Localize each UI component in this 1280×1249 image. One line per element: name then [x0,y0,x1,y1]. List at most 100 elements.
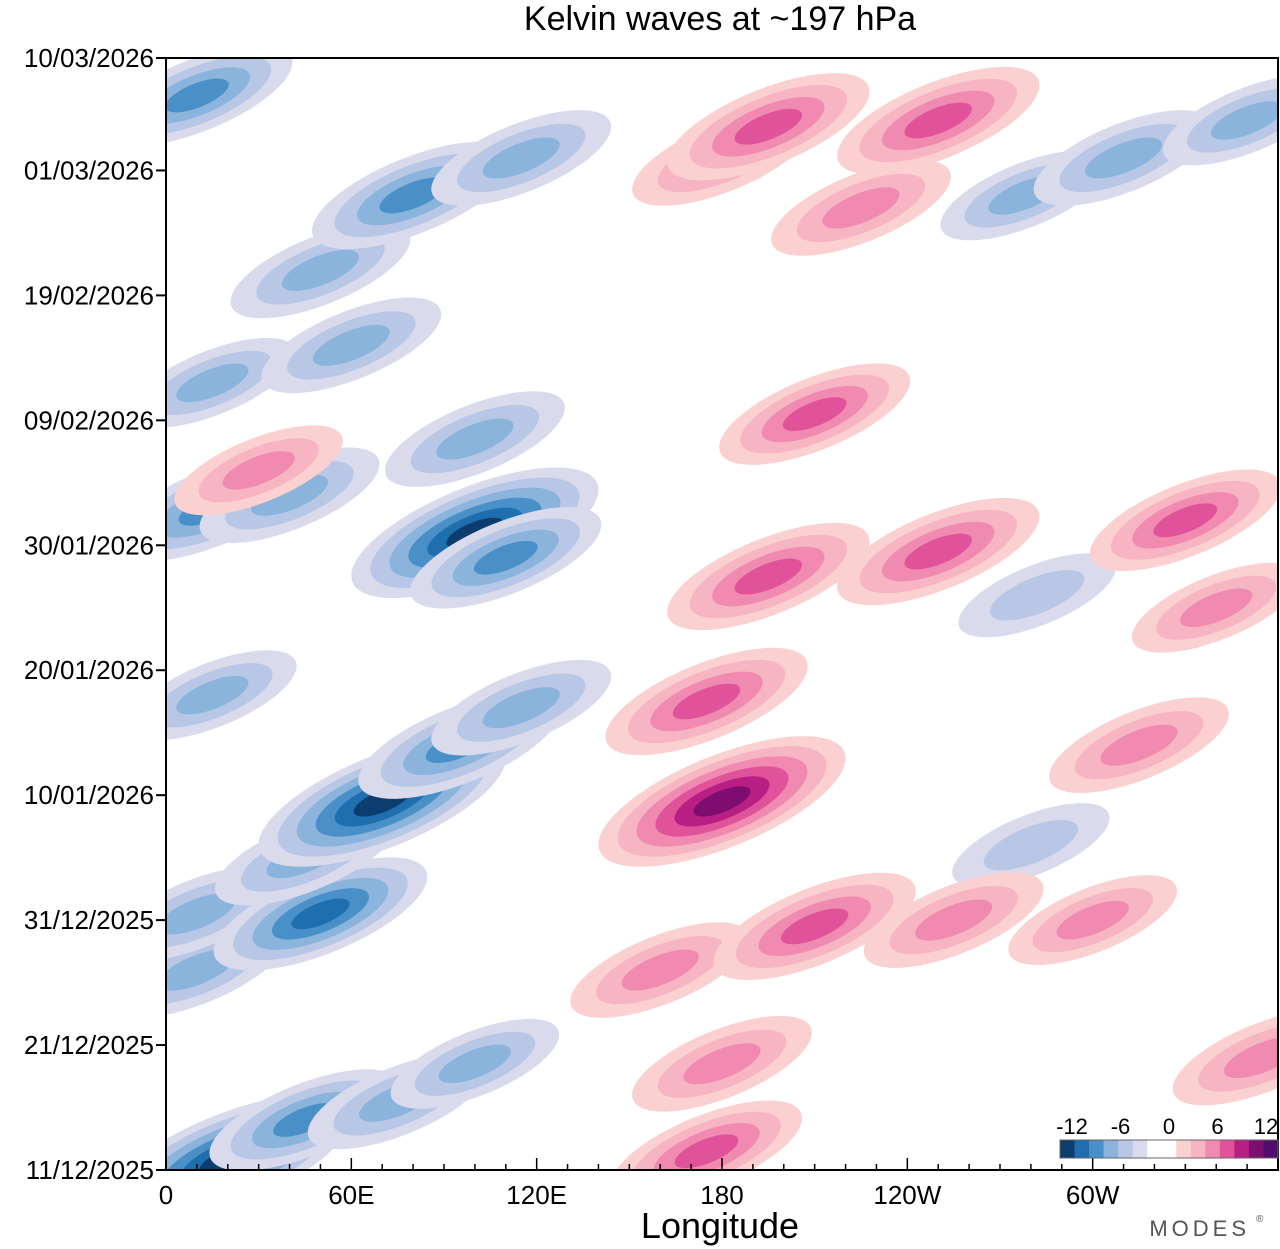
positive-contour-level [822,187,900,229]
colorbar-swatch [1248,1140,1264,1158]
negative-contour-level [1210,101,1278,140]
positive-contour-level [672,683,741,720]
positive-contour-level [1100,724,1178,766]
y-tick-label: 30/01/2026 [24,530,154,560]
y-tick-label: 20/01/2026 [24,655,154,685]
x-tick-label: 0 [159,1180,173,1210]
negative-contour-level [989,570,1085,621]
positive-anomaly-5 [719,363,911,465]
colorbar-label: 6 [1211,1114,1223,1139]
x-tick-label: 60E [328,1180,374,1210]
negative-contour-level [312,324,390,366]
negative-anomaly-16 [384,391,565,487]
positive-anomaly-4 [1089,469,1278,572]
negative-contour-level [166,78,229,113]
colorbar-label: -12 [1056,1114,1088,1139]
negative-anomaly-24 [1033,110,1214,206]
negative-contour-level [983,819,1079,871]
negative-anomaly-13 [410,507,602,609]
x-tick-label: 60W [1066,1180,1120,1210]
positive-contour-level [1056,900,1129,940]
colorbar-swatch [1190,1140,1206,1158]
positive-anomaly-11 [713,872,916,981]
positive-anomaly-2 [667,522,870,631]
colorbar-frame [1059,1139,1279,1159]
x-tick-label: 120W [873,1180,941,1210]
positive-contour-level [904,102,972,139]
positive-anomaly-14 [863,872,1044,968]
y-tick-label: 10/03/2026 [24,43,154,73]
x-tick-label: 180 [700,1180,743,1210]
positive-anomaly-7 [667,73,870,181]
negative-contour-level [438,1044,512,1084]
negative-contour-level [482,687,560,729]
colorbar-swatch [1089,1140,1105,1158]
negative-anomaly-15 [199,447,380,544]
y-tick-label: 09/02/2026 [24,405,154,435]
positive-anomaly-19 [1172,1009,1278,1106]
negative-anomaly-10 [431,659,612,756]
negative-contour-level [281,249,359,291]
positive-anomaly-0 [598,736,846,867]
negative-contour-level [176,675,249,715]
colorbar-swatch [1074,1140,1090,1158]
colorbar: -12 -6 0 6 12 [1056,1114,1279,1159]
positive-contour-level [904,533,972,570]
positive-anomaly-8 [837,66,1040,175]
negative-anomaly-11 [166,650,297,741]
colorbar-swatch [1103,1140,1119,1158]
positive-contour-level [674,1134,739,1169]
negative-anomaly-18 [261,297,442,394]
positive-contour-level [222,451,295,490]
negative-contour-level [1085,137,1163,179]
negative-contour-level [166,893,236,935]
positive-contour-level [1180,588,1253,628]
modes-logo: MODES [1149,1216,1250,1241]
positive-anomaly-18 [174,425,343,516]
colorbar-label: 0 [1163,1114,1175,1139]
colorbar-swatch [1132,1140,1148,1158]
colorbar-swatch [1118,1140,1134,1158]
negative-anomaly-27 [958,553,1116,638]
negative-anomaly-3 [390,1018,560,1109]
positive-anomaly-13 [611,1100,803,1170]
negative-contour-level [166,949,236,991]
negative-contour-level [291,898,350,930]
negative-anomaly-22 [166,58,293,147]
colorbar-swatch [1234,1140,1250,1158]
colorbar-label: -6 [1111,1114,1131,1139]
positive-contour-level [683,1043,761,1085]
positive-contour-level [780,908,849,945]
negative-contour-level [473,540,538,575]
negative-contour-level [436,418,514,460]
colorbar-swatch [1161,1140,1177,1158]
x-tick-label: 120E [506,1180,567,1210]
positive-contour-level [915,899,993,941]
negative-anomaly-21 [431,110,612,206]
positive-anomaly-16 [1049,697,1229,794]
positive-contour-level [782,397,847,432]
positive-anomaly-12 [632,1015,812,1112]
positive-anomaly-10 [570,922,751,1018]
colorbar-swatch [1147,1140,1163,1158]
positive-contour-level [734,558,803,595]
positive-contour-level [693,786,751,817]
anomaly-field [166,58,1278,1170]
negative-contour-level [176,363,249,403]
y-tick-label: 31/12/2025 [24,905,154,935]
y-axis: 11/12/2025 21/12/2025 31/12/2025 10/01/2026… [24,43,166,1185]
y-tick-label: 11/12/2025 [26,1155,154,1185]
positive-contour-level [621,949,699,991]
negative-contour-level [251,474,329,516]
x-axis: 0 60E 120E 180 120W 60W [159,1158,1279,1210]
positive-contour-level [1224,1037,1278,1079]
registered-mark-icon: ® [1256,1214,1264,1225]
negative-contour-level [379,177,447,214]
negative-anomaly-6 [213,857,428,971]
colorbar-swatch [1205,1140,1221,1158]
y-tick-label: 21/12/2025 [24,1030,154,1060]
y-tick-label: 19/02/2026 [24,280,154,310]
colorbar-swatch [1060,1140,1076,1158]
colorbar-label: 12 [1254,1114,1278,1139]
